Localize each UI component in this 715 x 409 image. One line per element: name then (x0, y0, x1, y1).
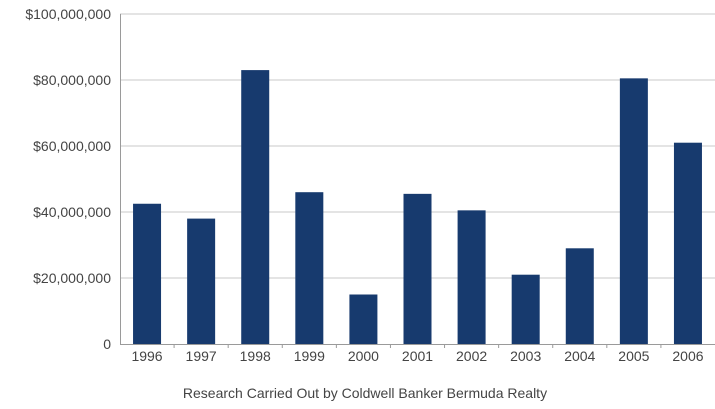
y-tick-label: 0 (103, 336, 111, 352)
x-tick-label: 2006 (672, 348, 703, 364)
x-tick-label: 2004 (564, 348, 595, 364)
bar-1999 (295, 192, 324, 344)
bar-2000 (349, 294, 378, 344)
y-tick-labels: 0 $20,000,000 $40,000,000 $60,000,000 $80,00… (25, 6, 111, 352)
x-tick-label: 2001 (402, 348, 433, 364)
y-tick-label: $20,000,000 (33, 270, 111, 286)
bar-2004 (565, 248, 594, 344)
gridlines (120, 13, 715, 279)
y-tick-label: $80,000,000 (33, 72, 111, 88)
y-tick-label: $60,000,000 (33, 138, 111, 154)
x-tick-label: 1996 (131, 348, 162, 364)
bar-1998 (241, 70, 270, 344)
x-tick-labels: 1996 1997 1998 1999 2000 2001 2002 2003 2004 2005… (131, 348, 703, 364)
x-tick-label: 1998 (240, 348, 271, 364)
bar-2002 (457, 210, 486, 344)
y-tick-label: $100,000,000 (25, 6, 111, 22)
bar-2006 (673, 142, 702, 344)
bar-1997 (187, 218, 216, 344)
x-tick-label: 2005 (618, 348, 649, 364)
bar-2001 (403, 193, 432, 344)
x-tick-label: 2002 (456, 348, 487, 364)
x-tick-label: 1997 (186, 348, 217, 364)
bar-2003 (511, 274, 540, 344)
chart-caption: Research Carried Out by Coldwell Banker … (183, 385, 547, 401)
x-tick-label: 1999 (294, 348, 325, 364)
bar-2005 (619, 78, 648, 344)
y-tick-label: $40,000,000 (33, 204, 111, 220)
x-tick-label: 2000 (348, 348, 379, 364)
axes (120, 14, 715, 348)
bars (133, 70, 702, 344)
bar-1996 (133, 203, 162, 344)
x-tick-label: 2003 (510, 348, 541, 364)
